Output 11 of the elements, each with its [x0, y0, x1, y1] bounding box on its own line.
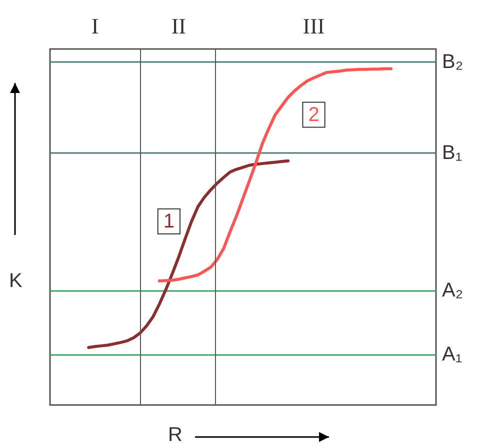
ref-line-label: A₂ — [442, 280, 464, 302]
x-tick-label: II — [171, 14, 186, 38]
x-tick-label: III — [302, 14, 325, 38]
ref-line-label: A₁ — [442, 344, 462, 366]
y-axis-title: K — [9, 270, 22, 293]
series-label: 1 — [163, 210, 174, 232]
series-label: 2 — [308, 104, 320, 126]
ref-line-label: B₁ — [442, 142, 462, 164]
x-tick-label: I — [91, 14, 99, 38]
x-axis-title: R — [168, 424, 182, 447]
ref-line-label: B₂ — [442, 51, 464, 74]
